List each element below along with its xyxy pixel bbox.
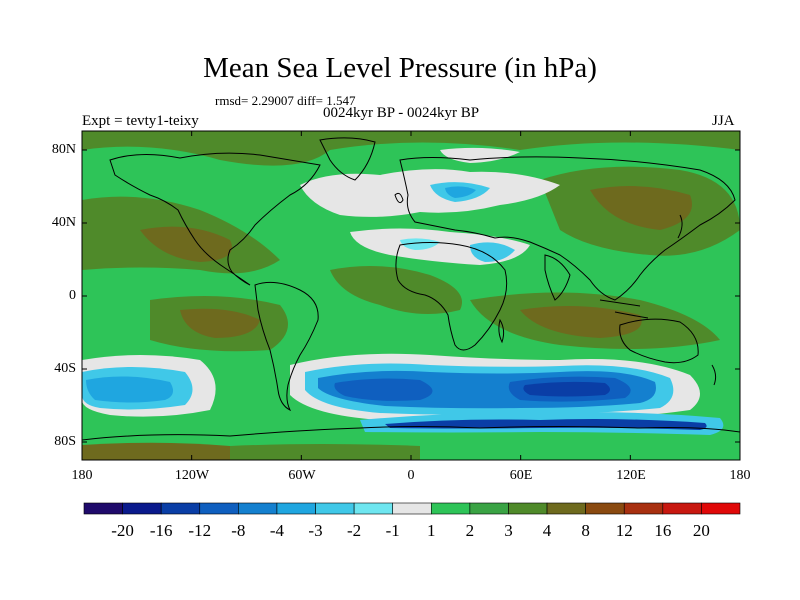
coastline-india xyxy=(544,254,571,301)
axis-ticks xyxy=(81,131,741,460)
colorbar-label: -1 xyxy=(385,521,400,540)
coastline-indonesia xyxy=(599,299,649,319)
colorbar-swatch xyxy=(122,502,162,515)
coastline-africa xyxy=(395,242,508,351)
field-dark-green-north xyxy=(82,131,740,166)
lon-label-120w: 120W xyxy=(174,468,210,483)
lat-label-40s: 40S xyxy=(54,361,76,376)
colorbar-label: 12 xyxy=(615,521,633,540)
page-title: Mean Sea Level Pressure (in hPa) xyxy=(203,52,597,84)
lat-label-80n: 80N xyxy=(51,142,76,157)
colorbar-label: -2 xyxy=(347,521,362,540)
field-mid-blue-scandinavia xyxy=(445,186,476,198)
colorbar-label: -16 xyxy=(149,521,173,540)
colorbar-swatch xyxy=(701,502,741,515)
colorbar-label: -3 xyxy=(308,521,323,540)
field-light-blue-mediterranean xyxy=(400,238,440,250)
colorbar-label: -4 xyxy=(269,521,285,540)
lon-label-180w: 180 xyxy=(71,468,93,483)
field-antarctica-olive xyxy=(82,442,230,460)
field-olive-pacific xyxy=(140,226,232,262)
period-label: 0024kyr BP - 0024kyr BP xyxy=(323,105,480,121)
colorbar-swatch xyxy=(353,502,394,515)
colorbar-swatch xyxy=(83,502,123,515)
colorbar-label: 8 xyxy=(581,521,590,540)
colorbar-label: -8 xyxy=(231,521,246,540)
stats-text: rmsd= 2.29007 diff= 1.547 xyxy=(215,93,356,108)
coastline-south-america xyxy=(254,281,319,412)
colorbar-label: 1 xyxy=(427,521,436,540)
lon-label-120e: 120E xyxy=(616,468,646,483)
colorbar-label: 4 xyxy=(542,521,552,540)
coastline-australia xyxy=(619,318,699,364)
season-label: JJA xyxy=(712,113,735,129)
colorbar-swatch xyxy=(546,502,586,515)
colorbar-swatch xyxy=(430,502,471,515)
colorbar-swatch xyxy=(160,502,201,515)
field-olive-south-pacific xyxy=(180,308,260,338)
lon-label-180e: 180 xyxy=(729,468,751,483)
colorbar-swatch xyxy=(199,502,239,515)
colorbar-swatch xyxy=(508,502,548,515)
field-near-zero-north-atlantic xyxy=(300,169,560,217)
colorbar-swatch xyxy=(585,502,625,515)
colorbar-swatch xyxy=(276,502,316,515)
colorbar-label: 20 xyxy=(692,521,710,540)
colorbar-swatch xyxy=(238,502,278,515)
field-mid-blue-south-pacific xyxy=(86,376,174,403)
lat-label-40n: 40N xyxy=(51,215,76,230)
coastline-british-isles xyxy=(394,192,404,204)
coastline-eurasia xyxy=(399,156,736,301)
field-dark-green-tropics xyxy=(330,266,462,314)
coastline-greenland xyxy=(319,137,376,181)
colorbar-label: 3 xyxy=(504,521,513,540)
coastline-new-zealand xyxy=(711,364,717,386)
lon-label-60e: 60E xyxy=(509,468,533,483)
experiment-label: Expt = tevty1-teixy xyxy=(82,113,199,129)
colorbar xyxy=(83,502,741,515)
colorbar-label: -20 xyxy=(111,521,134,540)
colorbar-label: 2 xyxy=(465,521,475,540)
colorbar-label: 16 xyxy=(654,521,672,540)
colorbar-label: -12 xyxy=(188,521,212,540)
field-olive-asia xyxy=(590,186,692,230)
field-olive-indian xyxy=(520,306,642,338)
colorbar-swatch xyxy=(392,502,432,515)
coastline-antarctica xyxy=(82,426,740,441)
coastlines xyxy=(82,137,740,441)
lat-label-80s: 80S xyxy=(54,434,76,449)
field-antarctica-dark-green xyxy=(230,444,420,460)
map-field xyxy=(82,131,740,460)
lon-label-60w: 60W xyxy=(288,468,316,483)
field-darkest-blue-indian xyxy=(523,381,610,397)
coastline-north-america xyxy=(109,152,321,286)
colorbar-swatch xyxy=(315,502,355,515)
colorbar-swatch xyxy=(469,502,509,515)
colorbar-swatch xyxy=(623,502,664,515)
field-deep-blue-south-atlantic xyxy=(334,378,433,401)
lat-label-eq: 0 xyxy=(69,288,76,303)
coastline-japan xyxy=(677,214,683,239)
colorbar-swatch xyxy=(662,502,702,515)
coastline-madagascar xyxy=(498,318,505,344)
lon-label-0: 0 xyxy=(407,468,415,483)
field-light-blue-middle-east xyxy=(470,242,515,262)
